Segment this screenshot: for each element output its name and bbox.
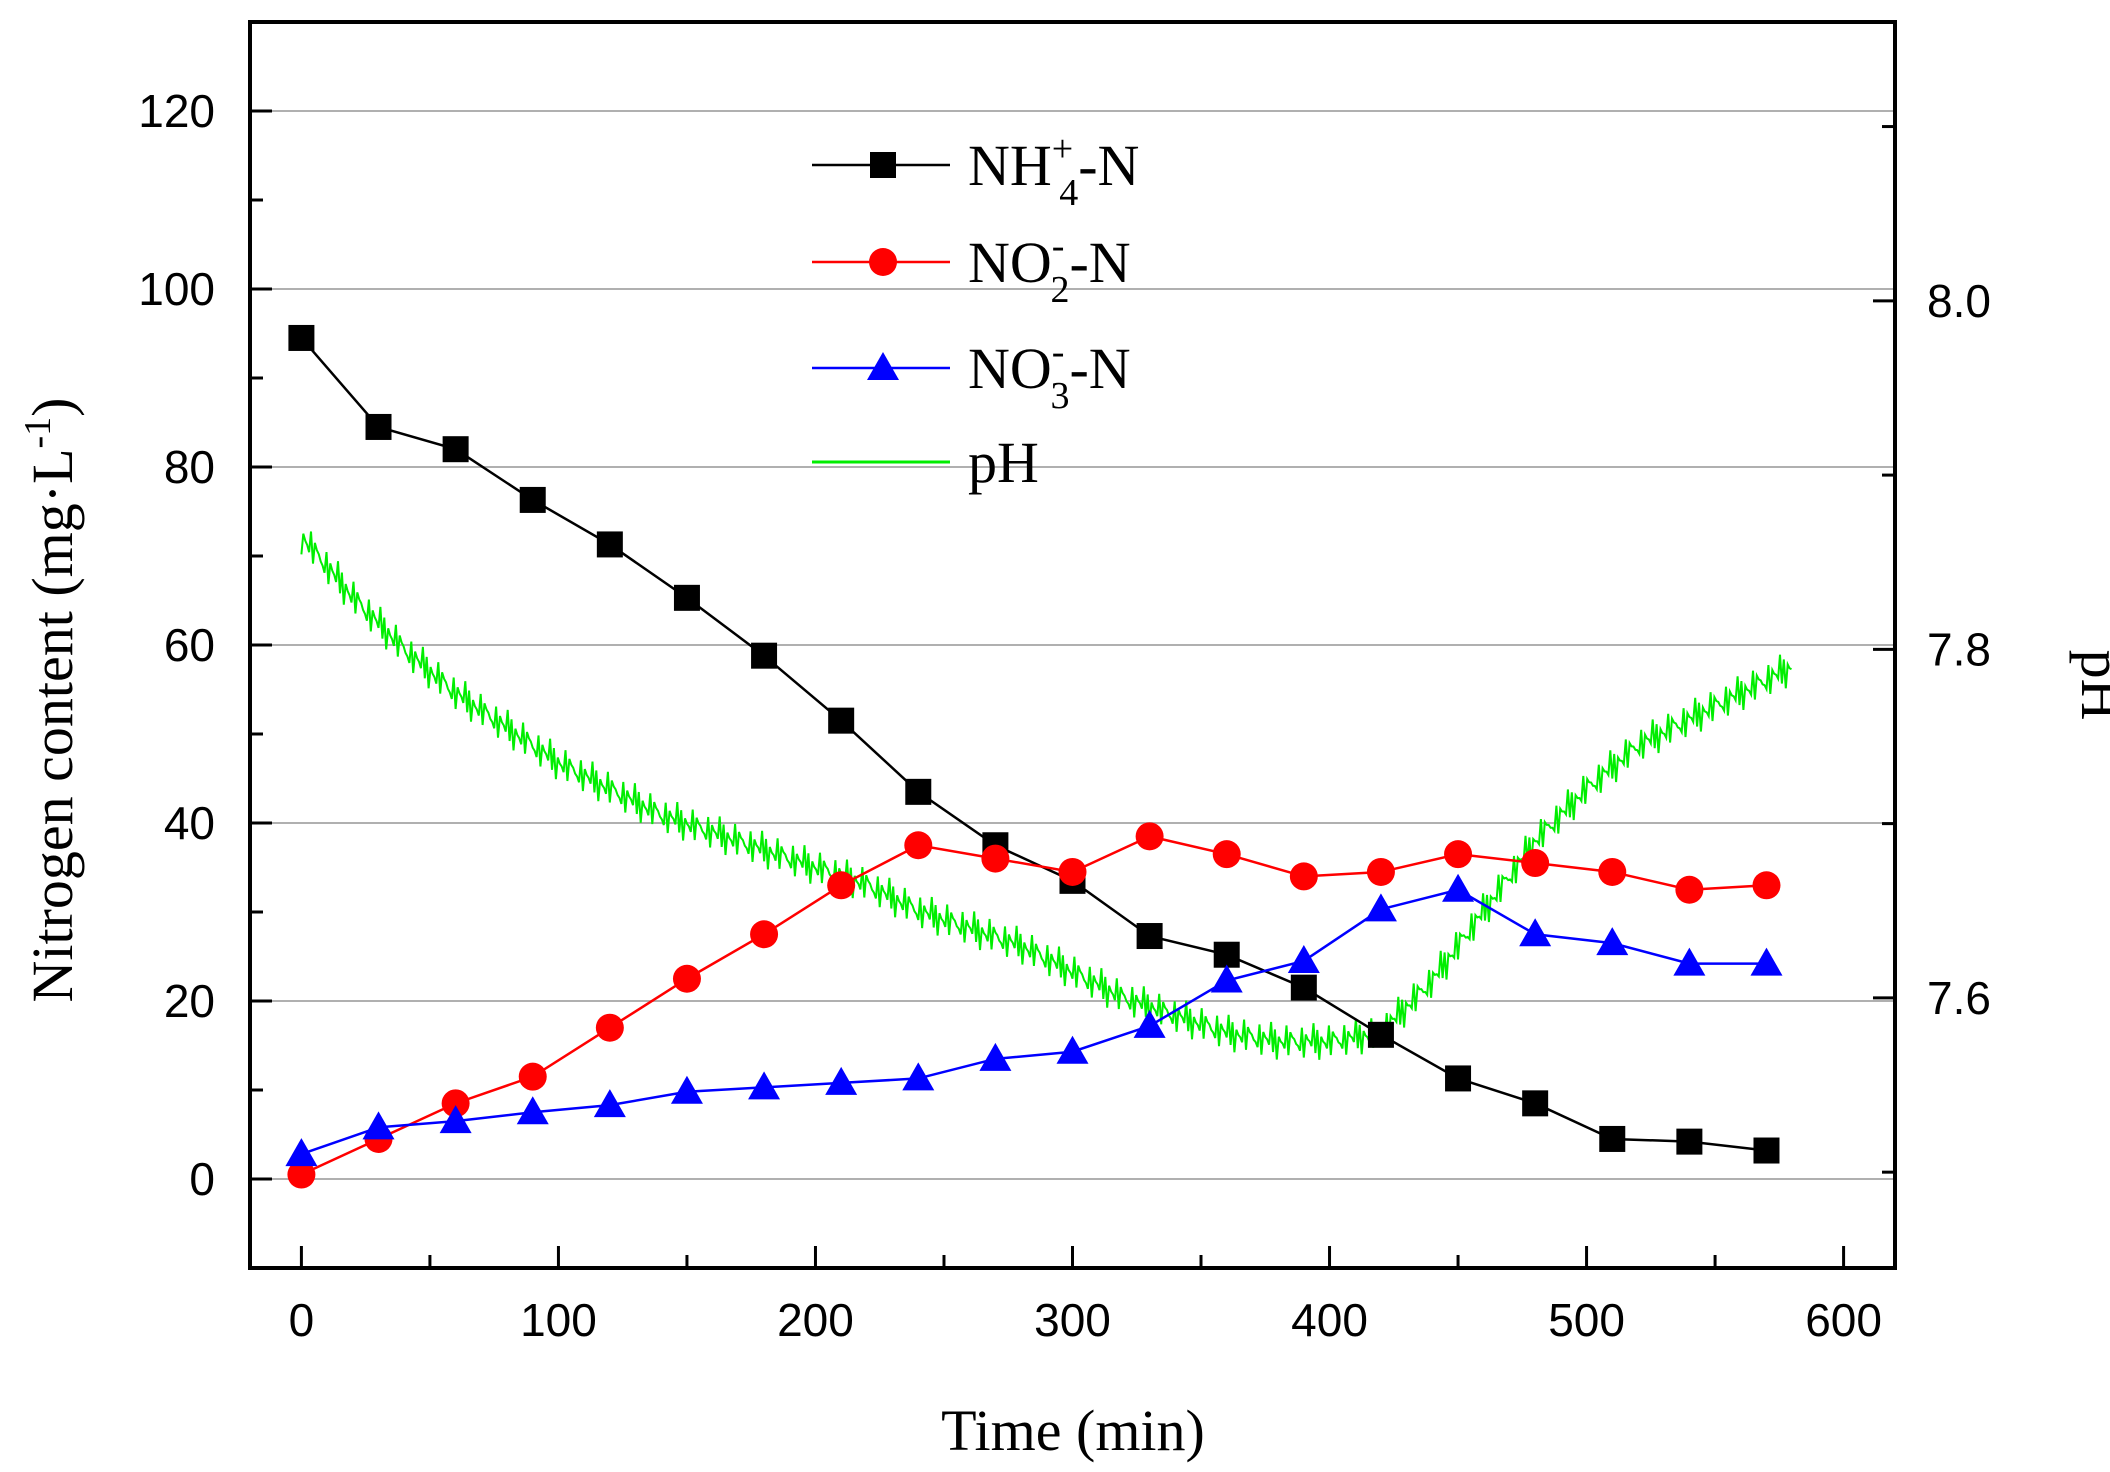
data-point-no3-n (362, 1111, 395, 1140)
data-point-nh4-n (828, 707, 855, 734)
data-point-no2-n (1058, 857, 1087, 886)
data-point-no3-n (1133, 1009, 1166, 1038)
y-axis-title: Nitrogen content (mg·L-1) (17, 397, 85, 1002)
y-axis-title-close: ) (20, 397, 85, 416)
data-point-no3-n (1442, 873, 1475, 902)
data-point-no2-n (672, 964, 701, 993)
data-point-no3-n (1364, 893, 1397, 922)
series-line-ph (300, 531, 1792, 1060)
data-point-nh4-n (596, 531, 623, 558)
data-point-no3-n (748, 1071, 781, 1100)
y-tick-label: 80 (164, 441, 215, 493)
grid-lines (250, 110, 1895, 1180)
data-point-no3-n (670, 1075, 703, 1104)
data-point-nh4-n (1136, 923, 1163, 950)
data-point-no2-n (1212, 840, 1241, 869)
data-point-no2-n (287, 1160, 316, 1189)
legend-label: pH (968, 430, 1039, 495)
data-point-nh4-n (673, 584, 700, 611)
x-tick-label: 600 (1805, 1294, 1882, 1346)
data-point-no2-n (595, 1013, 624, 1042)
axes: 0 100 200 300 400 500 600 0 20 40 60 80 100 120 7.6 7.8… (138, 20, 1991, 1346)
data-point-no2-n (827, 871, 856, 900)
data-point-nh4-n (1676, 1128, 1703, 1155)
legend-marker (870, 152, 896, 178)
legend-marker (869, 248, 897, 276)
data-point-no3-n (825, 1066, 858, 1095)
data-point-nh4-n (1213, 941, 1240, 968)
data-point-no3-n (285, 1138, 318, 1167)
data-point-no3-n (593, 1089, 626, 1118)
y2-axis-title: pH (2069, 650, 2110, 721)
data-point-no3-n (902, 1062, 935, 1091)
x-tick-label: 300 (1034, 1294, 1111, 1346)
series-layer (285, 324, 1792, 1189)
data-point-nh4-n (365, 413, 392, 440)
series-line-no3-n (300, 888, 1767, 1156)
legend: NH+ 4-N NO-2-N NO-3-N pH (812, 128, 1139, 495)
data-point-no3-n (516, 1096, 549, 1125)
data-point-no2-n (1752, 871, 1781, 900)
data-point-no3-n (979, 1042, 1012, 1071)
data-point-nh4-n (519, 486, 546, 513)
axis-titles: Time (min) Nitrogen content (mg·L-1) pH (17, 397, 2110, 1463)
data-point-no2-n (981, 844, 1010, 873)
y-tick-label: 20 (164, 975, 215, 1027)
data-point-no2-n (518, 1062, 547, 1091)
data-point-no3-n (1056, 1035, 1089, 1064)
y-axis-title-main: Nitrogen content (mg·L (20, 448, 85, 1002)
y2-tick-label: 7.6 (1927, 972, 1991, 1024)
x-tick-label: 400 (1291, 1294, 1368, 1346)
y-tick-label: 60 (164, 619, 215, 671)
data-point-no2-n (750, 920, 779, 949)
data-point-no2-n (1675, 875, 1704, 904)
data-point-no2-n (1289, 862, 1318, 891)
data-point-no3-n (1750, 947, 1783, 976)
legend-label: NO-2-N (968, 225, 1131, 311)
data-point-nh4-n (1290, 974, 1317, 1001)
data-point-no3-n (1596, 927, 1629, 956)
legend-label: NO-3-N (968, 331, 1131, 417)
x-tick-label: 200 (777, 1294, 854, 1346)
data-point-nh4-n (905, 778, 932, 805)
x-tick-label: 100 (520, 1294, 597, 1346)
data-point-nh4-n (442, 436, 469, 463)
x-tick-label: 500 (1548, 1294, 1625, 1346)
data-point-no3-n (1519, 918, 1552, 947)
y-tick-label: 40 (164, 797, 215, 849)
legend-marker (867, 352, 899, 380)
data-point-no2-n (1135, 822, 1164, 851)
data-point-no2-n (904, 831, 933, 860)
data-point-no2-n (1444, 840, 1473, 869)
data-point-no3-n (1673, 947, 1706, 976)
data-point-no2-n (1598, 857, 1627, 886)
y-tick-label: 120 (138, 85, 215, 137)
y-tick-label: 100 (138, 263, 215, 315)
data-point-no2-n (441, 1089, 470, 1118)
data-point-nh4-n (1599, 1125, 1626, 1152)
legend-label: NH+ 4-N (968, 128, 1139, 214)
data-point-nh4-n (751, 642, 778, 669)
x-axis-title: Time (min) (941, 1398, 1205, 1463)
data-point-no2-n (1366, 857, 1395, 886)
data-point-nh4-n (1522, 1090, 1549, 1117)
data-point-no3-n (439, 1105, 472, 1134)
y-axis-title-sup: -1 (17, 417, 59, 449)
data-point-no2-n (1521, 849, 1550, 878)
data-point-nh4-n (1445, 1065, 1472, 1092)
data-point-nh4-n (1753, 1137, 1780, 1164)
x-tick-label: 0 (289, 1294, 315, 1346)
data-point-nh4-n (288, 324, 315, 351)
data-point-nh4-n (1367, 1021, 1394, 1048)
data-point-no3-n (1287, 944, 1320, 973)
y2-tick-label: 8.0 (1927, 275, 1991, 327)
y2-tick-label: 7.8 (1927, 623, 1991, 675)
y-tick-label: 0 (189, 1153, 215, 1205)
data-point-no3-n (1210, 964, 1243, 993)
